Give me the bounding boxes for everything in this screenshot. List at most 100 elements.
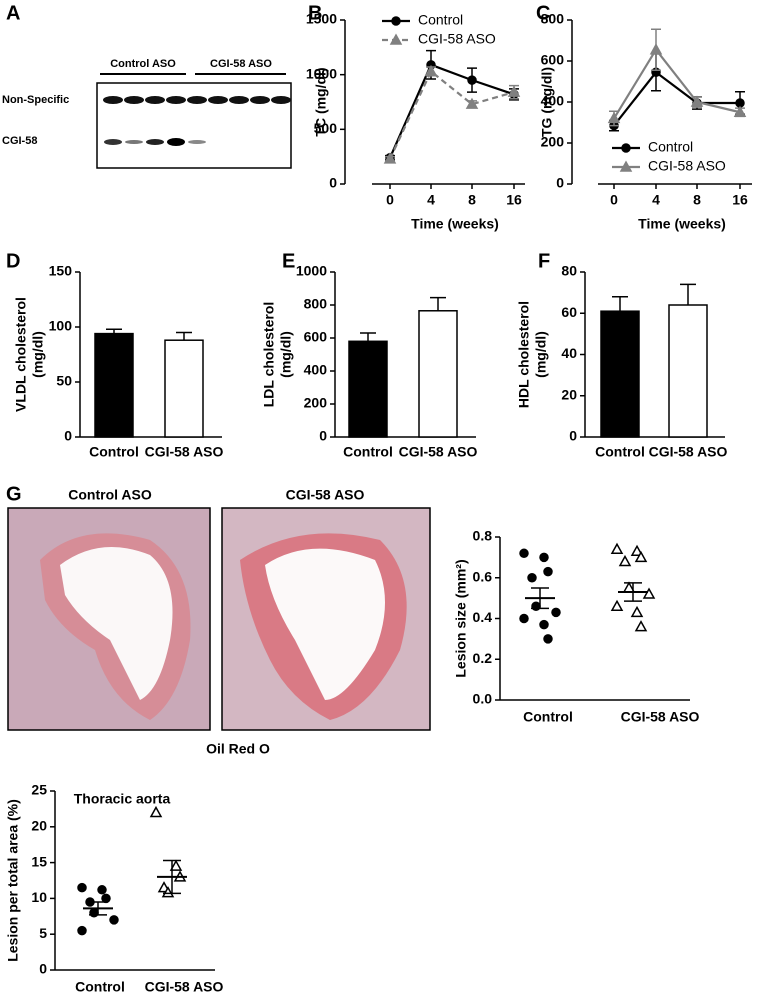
y-axis-label: HDL cholesterol (516, 301, 532, 408)
x-axis-label: Time (weeks) (411, 216, 499, 232)
point (610, 599, 624, 612)
bar (418, 310, 458, 438)
sem-whisker (163, 859, 181, 895)
image-caption: Oil Red O (206, 741, 270, 757)
point (649, 43, 663, 55)
blot-row: CGI-58 (2, 135, 37, 147)
bar (164, 339, 204, 438)
x-tick-label: Control (523, 709, 573, 725)
panel-letter: C (536, 2, 550, 24)
y-tick-label: 0 (556, 175, 564, 191)
x-tick-label: 4 (427, 192, 435, 208)
image-title: CGI-58 ASO (286, 487, 365, 503)
x-tick-label: Control (75, 979, 125, 995)
band (166, 96, 186, 104)
y-axis-label: LDL cholesterol (261, 302, 277, 408)
point (519, 548, 529, 559)
y-tick-label: 0 (64, 428, 72, 444)
point (630, 605, 644, 618)
point (109, 915, 119, 925)
point (77, 882, 87, 893)
y-tick-label: 40 (561, 345, 577, 361)
x-tick-label: 8 (468, 192, 476, 208)
bar (600, 310, 640, 438)
x-tick-label: 16 (506, 192, 522, 208)
x-tick-label: CGI-58 ASO (649, 444, 728, 460)
legend-marker (389, 33, 403, 45)
lumen (60, 547, 173, 700)
point (634, 550, 648, 563)
x-axis-label: Time (weeks) (638, 216, 726, 232)
legend-label: CGI-58 ASO (648, 158, 726, 174)
error-bar (430, 296, 446, 311)
x-tick-label: Control (343, 444, 393, 460)
x-tick-label: CGI-58 ASO (145, 444, 224, 460)
line (613, 47, 741, 119)
point (618, 554, 632, 567)
error-bar (612, 296, 628, 312)
error-bar (176, 331, 192, 341)
panel-letter: F (538, 250, 550, 272)
x-tick-label: CGI-58 ASO (145, 979, 224, 995)
x-tick-label: 16 (732, 192, 748, 208)
legend-label: Control (418, 12, 463, 28)
point (465, 97, 479, 109)
point (634, 620, 648, 632)
lumen (265, 548, 385, 700)
y-tick-label: 25 (31, 782, 47, 798)
y-tick-label: 200 (541, 134, 565, 150)
panel-letter: D (6, 250, 20, 272)
y-axis-label: VLDL cholesterol (13, 297, 29, 412)
band (104, 139, 122, 145)
point (642, 587, 656, 599)
band (167, 138, 185, 146)
point (690, 95, 704, 107)
y-tick-label: 0.4 (473, 609, 493, 625)
band (146, 139, 164, 145)
y-tick-label: 0.2 (473, 650, 493, 666)
y-tick-label: 0 (569, 428, 577, 444)
x-tick-label: Control (89, 444, 139, 460)
point (519, 613, 529, 624)
micrograph (7, 507, 211, 731)
bar (94, 332, 134, 438)
y-tick-label: 1000 (306, 65, 337, 81)
band (124, 96, 144, 104)
point (551, 607, 561, 618)
y-tick-label: 800 (304, 296, 328, 312)
point (424, 64, 438, 77)
blot-group: Control ASO (110, 58, 176, 70)
legend-marker (621, 143, 631, 153)
band (188, 140, 206, 144)
point (383, 152, 397, 164)
y-tick-label: 500 (314, 120, 338, 136)
bands (103, 96, 291, 146)
error-bar (360, 332, 376, 342)
panel-letter: B (308, 2, 322, 24)
y-tick-label: 600 (541, 52, 565, 68)
band (229, 96, 249, 104)
band (271, 96, 291, 104)
y-tick-label: 60 (561, 304, 577, 320)
y-tick-label: 15 (31, 853, 47, 869)
point (610, 542, 624, 554)
panel-letter: G (6, 483, 22, 505)
point (543, 566, 553, 577)
image-title: Control ASO (68, 487, 152, 503)
point (169, 859, 183, 871)
y-tick-label: 5 (39, 925, 47, 941)
blot-group: CGI-58 ASO (210, 58, 272, 70)
y-tick-label: 0.0 (473, 691, 493, 707)
legend-marker (391, 16, 401, 26)
x-tick-label: CGI-58 ASO (399, 444, 478, 460)
y-axis-label: Lesion size (mm²) (453, 559, 469, 677)
y-tick-label: 800 (541, 11, 565, 27)
x-tick-label: 0 (610, 192, 618, 208)
y-axis-label: TC (mg/dl) (313, 67, 329, 136)
line (389, 69, 515, 160)
band (103, 96, 123, 104)
point (77, 925, 87, 936)
x-tick-label: Control (595, 444, 645, 460)
point (630, 544, 644, 557)
y-tick-label: 50 (56, 373, 72, 389)
